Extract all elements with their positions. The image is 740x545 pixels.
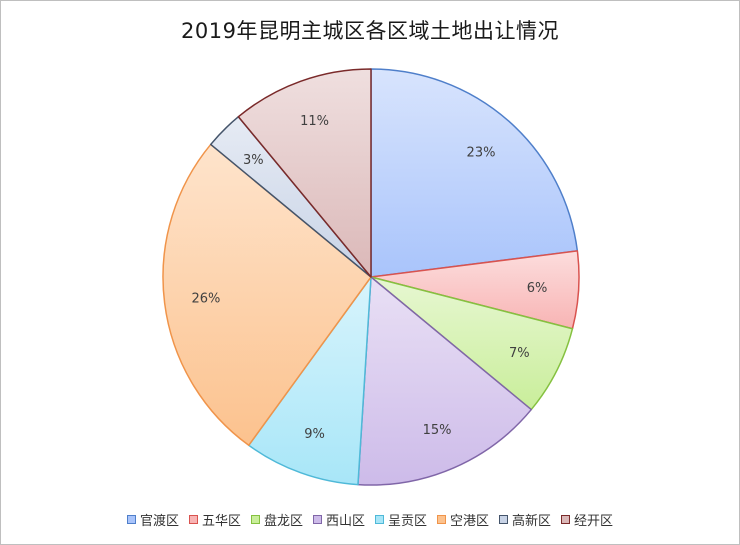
legend-item-8: 经开区 xyxy=(561,510,613,529)
legend-label: 呈贡区 xyxy=(388,513,428,529)
legend-item-3: 盘龙区 xyxy=(250,510,303,529)
chart-title: 2019年昆明主城区各区域土地出让情况 xyxy=(181,19,559,43)
legend-label: 盘龙区 xyxy=(263,513,303,529)
data-label-7: 3% xyxy=(243,153,264,168)
legend-item-1: 官渡区 xyxy=(126,510,179,529)
pie-slice-6 xyxy=(162,143,372,447)
legend-item-5: 呈贡区 xyxy=(375,510,427,529)
legend-swatch xyxy=(312,514,322,524)
legend-swatch xyxy=(437,514,447,524)
legend-label: 经开区 xyxy=(574,513,614,529)
pie-slice-8 xyxy=(237,68,372,278)
legend-swatch xyxy=(499,514,509,524)
data-label-4: 15% xyxy=(423,423,452,438)
legend: 官渡区 五华区 盘龙区 西山区 呈贡区 空港区 高新区 经开区 xyxy=(1,508,739,530)
data-label-8: 11% xyxy=(300,114,329,129)
legend-label: 空港区 xyxy=(450,513,490,529)
legend-swatch xyxy=(375,514,384,524)
pie-slice-4 xyxy=(357,276,533,486)
data-label-2: 6% xyxy=(527,281,548,296)
legend-item-6: 空港区 xyxy=(437,510,489,529)
legend-swatch xyxy=(561,514,571,524)
legend-label: 高新区 xyxy=(512,513,552,529)
legend-swatch xyxy=(250,514,260,524)
legend-item-4: 西山区 xyxy=(312,510,365,529)
data-label-5: 9% xyxy=(304,427,325,442)
data-label-6: 26% xyxy=(191,291,220,306)
data-label-3: 7% xyxy=(509,346,530,361)
data-label-1: 23% xyxy=(467,146,496,161)
legend-label: 西山区 xyxy=(325,513,365,529)
legend-label: 五华区 xyxy=(201,513,241,529)
pie-slice-1 xyxy=(370,68,579,278)
pie-slice-5 xyxy=(247,276,372,486)
legend-swatch xyxy=(188,514,198,524)
legend-item-2: 五华区 xyxy=(188,510,241,529)
legend-swatch xyxy=(126,514,136,524)
legend-label: 官渡区 xyxy=(139,513,179,529)
legend-item-7: 高新区 xyxy=(499,510,551,529)
